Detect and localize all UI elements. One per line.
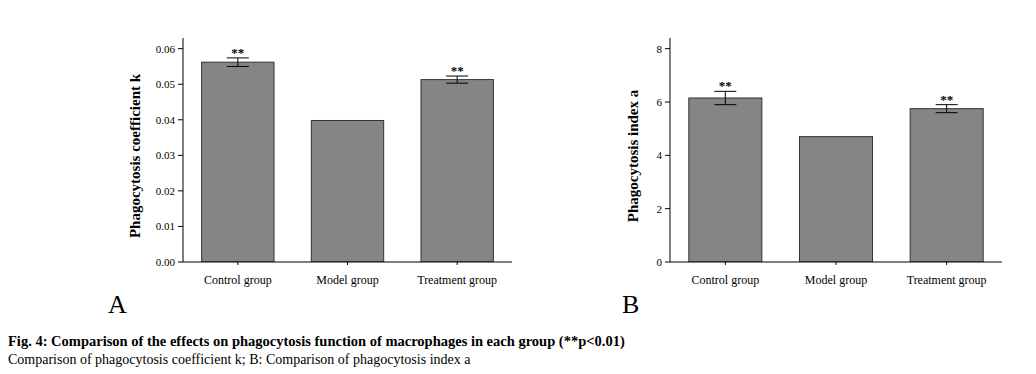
x-tick <box>237 262 238 265</box>
panel-label: B <box>622 290 639 319</box>
x-tick <box>725 262 726 265</box>
y-tick-label: 0.02 <box>156 185 175 197</box>
panel-0: ** ** 0.00 0.01 0.02 0.03 0.04 0.05 0.06 Control … <box>108 38 512 319</box>
x-tick-label: Treatment group <box>907 273 987 287</box>
significance: ** <box>940 92 953 107</box>
y-tick <box>178 190 183 191</box>
y-tick-label: 0.05 <box>156 78 176 90</box>
y-tick-label: 2 <box>657 203 663 215</box>
bar <box>799 137 872 262</box>
y-tick-label: 0 <box>657 256 663 268</box>
y-tick-label: 0.00 <box>156 256 176 268</box>
figure: ** ** 0.00 0.01 0.02 0.03 0.04 0.05 0.06 Control … <box>0 0 1036 374</box>
y-axis <box>183 38 184 262</box>
y-tick <box>665 102 670 103</box>
y-axis <box>670 38 671 262</box>
x-tick-label: Control group <box>204 273 272 287</box>
significance: ** <box>719 78 732 93</box>
y-tick-label: 0.03 <box>156 149 176 161</box>
x-tick <box>457 262 458 265</box>
bar <box>689 98 762 262</box>
bars <box>202 58 494 262</box>
y-tick-label: 0.04 <box>156 114 176 126</box>
y-tick-label: 6 <box>657 96 663 108</box>
x-tick-label: Model group <box>805 273 867 287</box>
bar <box>421 80 493 262</box>
y-axis-label: Phagocytosis coefficient k <box>127 73 143 238</box>
y-tick-label: 4 <box>657 149 663 161</box>
bar <box>202 62 274 262</box>
significance: ** <box>451 63 464 78</box>
y-tick <box>178 119 183 120</box>
x-tick-label: Treatment group <box>417 273 497 287</box>
caption-title: Fig. 4: Comparison of the effects on pha… <box>8 333 625 350</box>
x-tick-label: Model group <box>316 273 378 287</box>
x-tick <box>946 262 947 265</box>
y-tick <box>665 48 670 49</box>
y-tick <box>178 155 183 156</box>
y-tick <box>665 155 670 156</box>
bar <box>910 109 983 262</box>
y-tick-label: 8 <box>657 43 663 55</box>
panel-label: A <box>108 290 127 319</box>
y-tick <box>178 262 183 263</box>
y-tick <box>178 226 183 227</box>
y-tick-label: 0.06 <box>156 43 176 55</box>
significance: ** <box>231 45 244 60</box>
x-tick <box>347 262 348 265</box>
bars <box>689 91 983 262</box>
y-tick-label: 0.01 <box>156 220 175 232</box>
y-tick <box>178 84 183 85</box>
y-axis-label: Phagocytosis index a <box>625 89 641 222</box>
y-tick <box>665 262 670 263</box>
bar <box>311 120 383 262</box>
y-tick <box>665 208 670 209</box>
caption-text: Comparison of phagocytosis coefficient k… <box>8 352 471 367</box>
x-tick-label: Control group <box>691 273 759 287</box>
panel-1: ** ** 0 2 4 6 8 Control group Model group Treatme… <box>622 38 1002 319</box>
x-tick <box>836 262 837 265</box>
y-tick <box>178 48 183 49</box>
